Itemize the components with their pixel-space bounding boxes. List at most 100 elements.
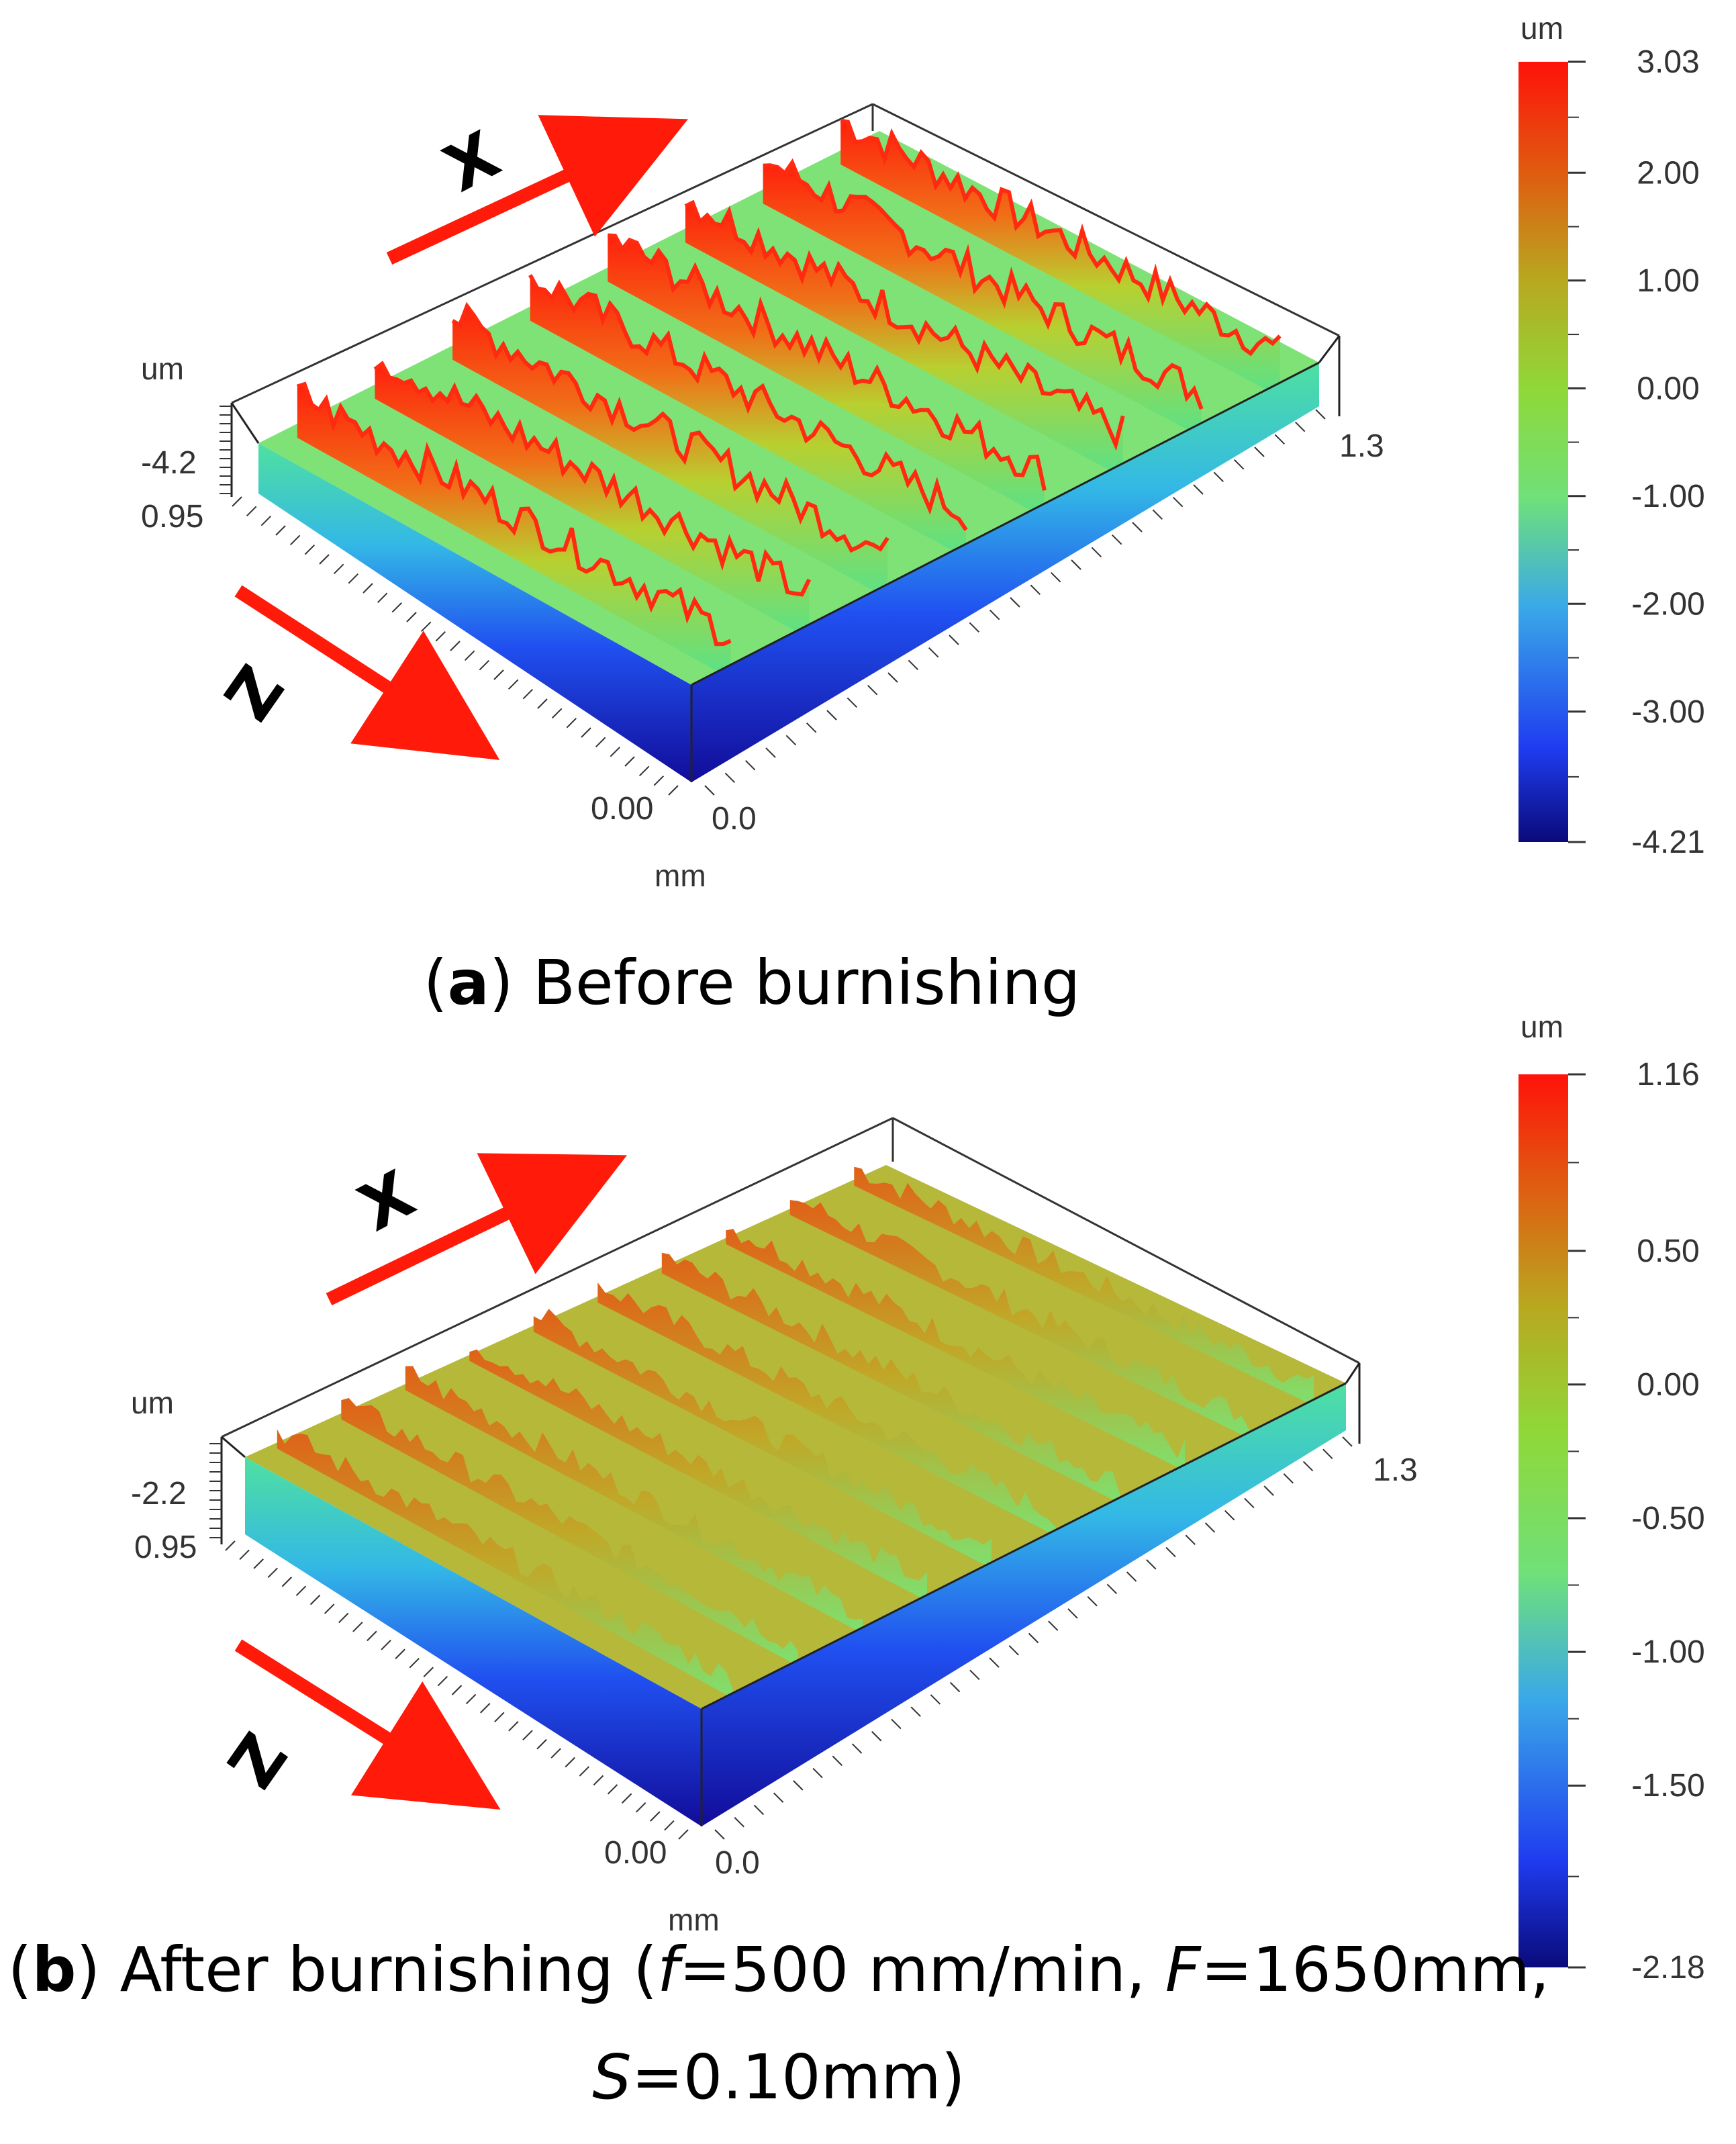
axis-tick [989, 609, 1000, 620]
axis-tick [1302, 1460, 1314, 1472]
axis-tick [1132, 522, 1143, 532]
axis-tick [806, 722, 817, 733]
surface-ridge [341, 1398, 798, 1667]
axis-tick [260, 515, 272, 526]
panel-a-caption-label: a [448, 947, 489, 1019]
panel-b-x-arrow [326, 1153, 628, 1306]
panel-b-colorbar-unit: um [1521, 1009, 1563, 1044]
panel-b-right-side [702, 1383, 1346, 1826]
axis-tick [1172, 496, 1184, 508]
surface-ridge [469, 1349, 927, 1601]
axis-tick [1193, 484, 1204, 495]
axis-tick [324, 1603, 335, 1614]
axis-tick [352, 1622, 363, 1632]
axis-tick [744, 759, 756, 771]
panel-a-height-unit: um [141, 351, 184, 386]
axis-tick [508, 679, 519, 690]
axis-tick [464, 650, 475, 661]
surface-ridge [452, 306, 888, 598]
panel-a-height-label: -4.2 [141, 445, 197, 481]
panel-b-caption-line1: (b) After burnishing (f=500 mm/min, F=16… [8, 1934, 1550, 2006]
panel-b-origin-right-label: 0.0 [715, 1845, 760, 1881]
axis-tick [910, 1706, 921, 1717]
panel-b-caption-part-2: =500 mm/min, [679, 1934, 1165, 2006]
axis-tick [1263, 1485, 1274, 1496]
panel-b-colorbar [1518, 1074, 1568, 1967]
axis-tick [595, 737, 606, 748]
axis-tick [1233, 459, 1245, 470]
surface-ridge-crest [373, 361, 811, 597]
axis-tick [1030, 584, 1041, 596]
axis-tick [812, 1767, 823, 1779]
surface-ridge-crest [451, 301, 889, 553]
panel-a-colorbar-ticks: 3.03 2.00 1.00 0.00 -1.00 -2.00 -3.00 -4.21 [1568, 44, 1705, 860]
axis-tick [479, 659, 490, 671]
panel-a-width-label: 1.3 [1339, 428, 1384, 464]
axis-tick [1028, 1632, 1039, 1644]
panel-b-caption-part-0: After burnishing ( [120, 1934, 658, 2006]
axis-tick [381, 1640, 391, 1650]
axis-tick [1224, 1509, 1235, 1521]
axis-tick [624, 756, 635, 767]
panel-a-origin-right-label: 0.0 [712, 801, 757, 837]
axis-tick [867, 684, 878, 696]
axis-tick [653, 775, 665, 786]
axis-tick [281, 1577, 293, 1587]
panel-b-box-back [221, 1117, 1360, 1438]
axis-tick [494, 1712, 505, 1723]
axis-tick [1111, 534, 1122, 545]
axis-tick [928, 647, 939, 658]
surface-ridge [405, 1366, 863, 1634]
panel-a-length-unit: mm [655, 858, 706, 893]
panel-b-front-side [245, 1457, 702, 1826]
surface-ridge [297, 384, 731, 679]
axis-tick [363, 583, 373, 594]
axis-tick [275, 525, 286, 536]
axis-tick [579, 1766, 590, 1777]
panel-b-z-label: Z [214, 1720, 303, 1802]
panel-b-axis-ticks [209, 1436, 1353, 1840]
colorbar-tick-label: -0.50 [1631, 1501, 1704, 1536]
axis-tick [508, 1721, 519, 1732]
axis-tick [847, 697, 858, 708]
panel-a-caption-text: Before burnishing [533, 947, 1080, 1019]
panel-b-caption-line2: S=0.10mm) [592, 2041, 965, 2113]
colorbar-tick-label: 2.00 [1637, 155, 1699, 191]
surface-ridge [661, 1252, 1120, 1503]
axis-tick [1050, 571, 1061, 583]
axis-tick [949, 635, 959, 645]
colorbar-tick-label: -2.18 [1631, 1950, 1704, 1986]
axis-tick [832, 1755, 843, 1767]
axis-tick [493, 669, 504, 680]
axis-tick [826, 710, 837, 720]
axis-tick [734, 1817, 744, 1828]
axis-tick [1342, 1436, 1353, 1447]
panel-b-colorbar-ticks: 1.16 0.50 0.00 -0.50 -1.00 -1.50 -2.18 [1568, 1057, 1705, 1986]
panel-a: um -4.2 0.95 0.00 0.0 1.3 mm X Z um 3.03… [141, 11, 1705, 1019]
surface-ridge-crest [296, 381, 732, 647]
surface-ridge [854, 1166, 1314, 1406]
axis-tick [1067, 1608, 1078, 1619]
axis-tick [871, 1731, 882, 1742]
axis-tick [551, 708, 563, 719]
axis-tick [435, 631, 446, 642]
surface-ridge-crest [528, 274, 968, 531]
panel-a-z-label: Z [211, 653, 299, 734]
axis-tick [367, 1630, 377, 1642]
panel-b-length-unit: mm [668, 1902, 720, 1937]
colorbar-tick-label: 0.00 [1637, 371, 1699, 406]
axis-tick [607, 1784, 618, 1795]
surface-ridge [726, 1229, 1185, 1471]
panel-a-box-back [231, 103, 1340, 404]
axis-tick [765, 747, 776, 758]
axis-tick [908, 659, 919, 671]
axis-tick [479, 1703, 491, 1714]
panel-b-height-unit: um [131, 1385, 174, 1420]
surface-ridge-crest [840, 118, 1282, 357]
panel-b-ridges [277, 1166, 1314, 1699]
axis-tick [1254, 447, 1265, 457]
axis-tick [785, 735, 797, 746]
axis-tick [391, 602, 403, 613]
panel-b-caption-part-4: =1650mm, [1201, 1934, 1550, 2006]
